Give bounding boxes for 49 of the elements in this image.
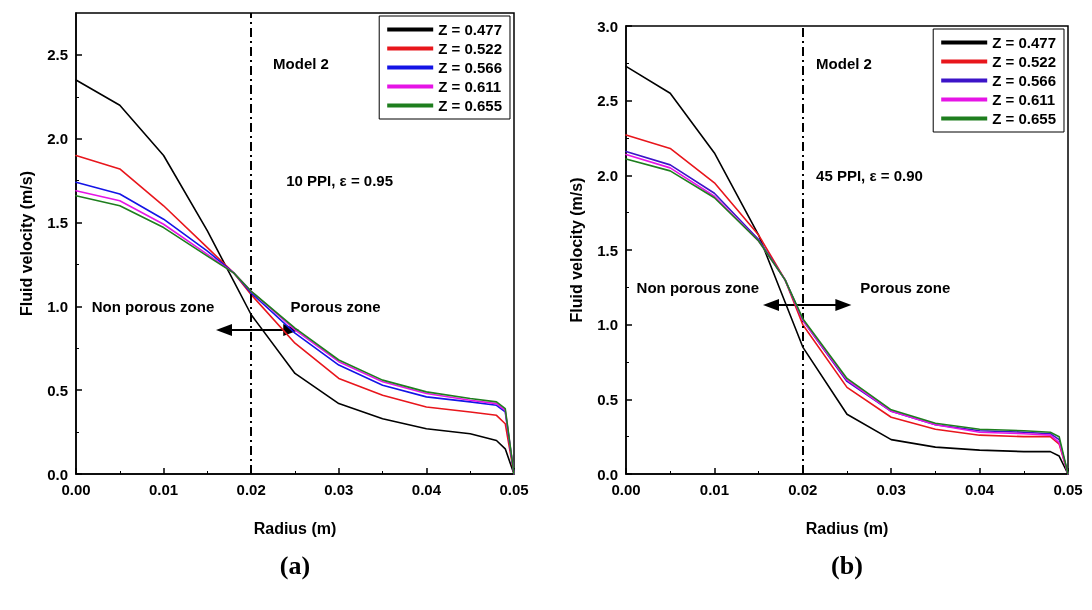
annotation: Non porous zone xyxy=(636,278,760,296)
legend-label: Z = 0.655 xyxy=(992,110,1056,127)
legend-label: Z = 0.611 xyxy=(438,78,502,95)
y-tick-label: 0.0 xyxy=(597,465,618,483)
y-tick-label: 1.0 xyxy=(597,316,618,334)
x-tick-label: 0.01 xyxy=(699,481,729,498)
annotation: Model 2 xyxy=(273,54,329,72)
x-tick-label: 0.02 xyxy=(236,481,266,498)
y-axis-title: Fluid velocity (m/s) xyxy=(567,177,585,323)
y-tick-label: 1.5 xyxy=(597,241,618,259)
legend-label: Z = 0.522 xyxy=(438,40,502,57)
x-tick-label: 0.05 xyxy=(499,481,529,498)
annotation: Model 2 xyxy=(816,54,872,72)
x-tick-label: 0.00 xyxy=(611,481,641,498)
y-tick-label: 2.5 xyxy=(597,92,618,110)
annotation: 45 PPI, ε = 0.90 xyxy=(816,166,923,184)
y-tick-label: 0.5 xyxy=(47,381,68,399)
annotation: 10 PPI, ε = 0.95 xyxy=(286,172,394,190)
x-tick-label: 0.00 xyxy=(61,481,91,498)
annotation: Porous zone xyxy=(290,297,381,315)
legend-label: Z = 0.477 xyxy=(992,34,1056,51)
annotation: Non porous zone xyxy=(91,297,215,315)
x-tick-label: 0.01 xyxy=(149,481,179,498)
x-tick-label: 0.03 xyxy=(876,481,906,498)
x-axis-title: Radius (m) xyxy=(253,519,337,537)
y-axis-title: Fluid velocity (m/s) xyxy=(17,171,35,316)
x-tick-label: 0.04 xyxy=(411,481,442,498)
legend-label: Z = 0.611 xyxy=(992,91,1056,108)
legend-label: Z = 0.655 xyxy=(438,97,502,114)
y-tick-label: 1.5 xyxy=(47,214,68,232)
y-tick-label: 0.0 xyxy=(47,465,68,483)
legend-label: Z = 0.566 xyxy=(992,72,1056,89)
y-tick-label: 2.5 xyxy=(47,46,68,64)
legend-label: Z = 0.477 xyxy=(438,21,502,38)
y-tick-label: 3.0 xyxy=(597,17,618,35)
x-tick-label: 0.04 xyxy=(965,481,995,498)
text: (a) xyxy=(279,550,311,580)
annotation: Porous zone xyxy=(860,278,951,296)
y-tick-label: 2.0 xyxy=(597,166,618,184)
x-axis-title: Radius (m) xyxy=(805,519,889,537)
text: (b) xyxy=(831,550,863,580)
x-tick-label: 0.05 xyxy=(1053,481,1083,498)
x-tick-label: 0.02 xyxy=(788,481,818,498)
y-tick-label: 0.5 xyxy=(597,390,618,408)
legend-label: Z = 0.522 xyxy=(992,53,1056,70)
x-tick-label: 0.03 xyxy=(324,481,354,498)
y-tick-label: 2.0 xyxy=(47,130,68,148)
legend-label: Z = 0.566 xyxy=(438,59,502,76)
y-tick-label: 1.0 xyxy=(47,297,68,315)
